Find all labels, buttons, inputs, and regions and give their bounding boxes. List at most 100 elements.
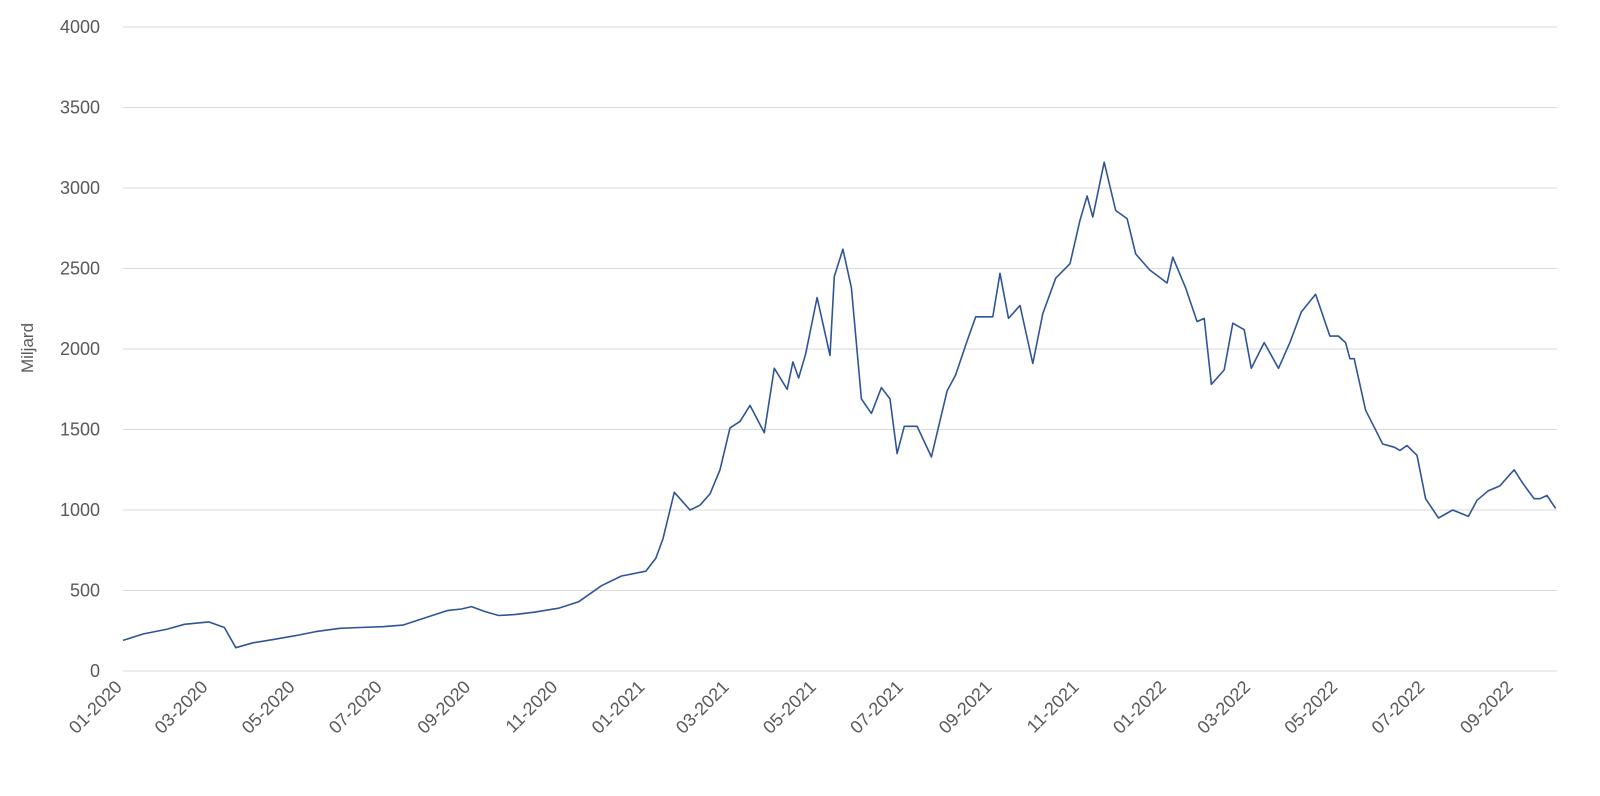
x-tick-label: 03-2022 xyxy=(1193,677,1254,738)
data-point xyxy=(382,626,384,628)
data-point xyxy=(1425,498,1427,500)
data-point xyxy=(122,639,124,641)
y-tick-label: 1000 xyxy=(60,500,100,520)
data-point xyxy=(1008,317,1010,319)
data-point xyxy=(1438,517,1440,519)
data-point xyxy=(955,374,957,376)
data-point xyxy=(1196,321,1198,323)
data-point xyxy=(1149,269,1151,271)
series-line xyxy=(122,161,1557,649)
x-tick-label: 03-2020 xyxy=(151,677,212,738)
data-point xyxy=(1345,342,1347,344)
data-point xyxy=(1135,253,1137,255)
x-tick-label: 11-2021 xyxy=(1023,677,1083,737)
data-point xyxy=(729,427,731,429)
x-tick-label: 01-2020 xyxy=(65,677,126,738)
data-point xyxy=(1526,488,1528,490)
data-point xyxy=(1476,499,1478,501)
data-point xyxy=(272,639,274,641)
data-point xyxy=(1103,161,1105,163)
x-tick-label: 11-2020 xyxy=(502,677,562,737)
x-tick-label: 07-2021 xyxy=(846,677,907,738)
data-point xyxy=(1019,305,1021,307)
data-point xyxy=(1203,317,1205,319)
data-point xyxy=(578,601,580,603)
data-point xyxy=(1520,480,1522,482)
data-point xyxy=(498,615,500,617)
data-point xyxy=(1315,293,1317,295)
data-point xyxy=(1092,216,1094,218)
data-point xyxy=(1223,369,1225,371)
y-tick-label: 4000 xyxy=(60,17,100,37)
data-point xyxy=(252,642,254,644)
data-point xyxy=(896,453,898,455)
y-tick-label: 500 xyxy=(70,581,100,601)
data-point xyxy=(1365,409,1367,411)
data-point xyxy=(966,340,968,342)
data-point xyxy=(446,610,448,612)
data-point xyxy=(461,608,463,610)
data-point xyxy=(699,504,701,506)
data-point xyxy=(999,272,1001,274)
data-point xyxy=(709,493,711,495)
data-point xyxy=(183,623,185,625)
y-axis-ticks: 0 500 1000 1500 2000 2500 3000 3500 4000 xyxy=(60,17,100,681)
data-point xyxy=(816,297,818,299)
y-tick-label: 1500 xyxy=(60,420,100,440)
data-point xyxy=(1533,498,1535,500)
x-tick-label: 03-2021 xyxy=(672,677,733,738)
x-tick-label: 05-2022 xyxy=(1280,677,1341,738)
data-point xyxy=(1399,449,1401,451)
data-point xyxy=(1487,490,1489,492)
x-tick-label: 09-2022 xyxy=(1456,677,1517,738)
data-point xyxy=(975,316,977,318)
data-point xyxy=(1467,515,1469,517)
data-point xyxy=(513,614,515,616)
data-point xyxy=(1250,367,1252,369)
data-point xyxy=(1172,256,1174,258)
data-point xyxy=(1069,263,1071,265)
data-point xyxy=(850,287,852,289)
data-point xyxy=(1349,358,1351,360)
data-point xyxy=(1393,446,1395,448)
grid-lines xyxy=(123,26,1557,672)
data-point xyxy=(662,538,664,540)
data-point xyxy=(916,425,918,427)
y-tick-label: 3500 xyxy=(60,98,100,118)
data-point xyxy=(166,628,168,630)
data-point xyxy=(673,491,675,493)
data-point xyxy=(829,354,831,356)
data-point xyxy=(1416,454,1418,456)
data-point xyxy=(601,585,603,587)
data-point xyxy=(1055,277,1057,279)
data-point xyxy=(645,570,647,572)
data-point xyxy=(426,616,428,618)
data-point xyxy=(773,367,775,369)
data-point xyxy=(1032,363,1034,365)
data-point xyxy=(1555,507,1557,509)
data-point xyxy=(483,610,485,612)
data-point xyxy=(315,631,317,633)
data-point xyxy=(1263,342,1265,344)
y-tick-label: 2500 xyxy=(60,259,100,279)
data-point xyxy=(1546,495,1548,497)
data-point xyxy=(402,624,404,626)
data-point xyxy=(533,611,535,613)
data-point xyxy=(749,404,751,406)
data-point xyxy=(1210,383,1212,385)
series-layer xyxy=(122,161,1557,649)
x-tick-label: 09-2021 xyxy=(935,677,996,738)
data-point xyxy=(1289,342,1291,344)
data-point xyxy=(558,607,560,609)
data-point xyxy=(1513,469,1515,471)
data-point xyxy=(1086,195,1088,197)
data-point xyxy=(763,432,765,434)
data-point xyxy=(339,627,341,629)
data-point xyxy=(992,316,994,318)
data-point xyxy=(860,398,862,400)
data-point xyxy=(1353,358,1355,360)
data-point xyxy=(1243,329,1245,331)
x-tick-label: 09-2020 xyxy=(413,677,474,738)
